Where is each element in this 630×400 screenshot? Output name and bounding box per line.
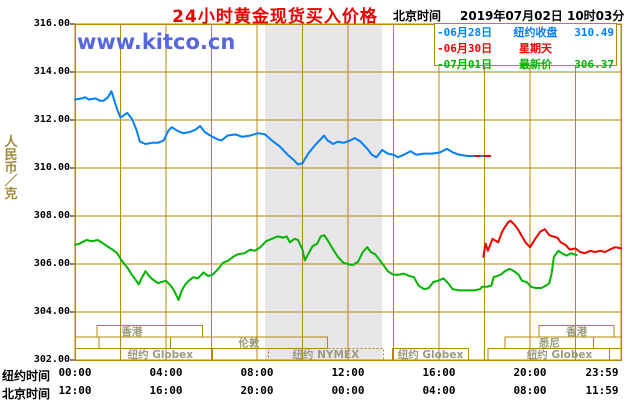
legend-value: 310.49 bbox=[574, 25, 614, 39]
price-line bbox=[74, 90, 477, 166]
y-tick-label: 306.00 bbox=[33, 258, 70, 269]
bj-time-tick: 16:00 bbox=[149, 384, 183, 397]
bj-time-tick: 08:00 bbox=[513, 384, 547, 397]
legend-label: 星期天 bbox=[519, 42, 552, 55]
ny-time-tick: 12:00 bbox=[331, 366, 365, 379]
session-box bbox=[170, 336, 329, 349]
legend-date: -07月01日 bbox=[437, 58, 493, 71]
ny-time-tick: 00:00 bbox=[58, 366, 92, 379]
session-label: 纽约 NYMEX bbox=[292, 348, 359, 361]
bj-time-tick: 04:00 bbox=[422, 384, 456, 397]
current-datetime: 2019年07月02日 10时03分 bbox=[460, 9, 625, 23]
bj-time-row-label: 北京时间 bbox=[2, 387, 51, 400]
ny-time-tick: 20:00 bbox=[513, 366, 547, 379]
session-label: 纽约 Globex bbox=[128, 348, 194, 361]
session-box bbox=[391, 348, 470, 361]
price-line bbox=[482, 219, 622, 258]
legend-label: 纽约收盘 bbox=[513, 26, 558, 39]
legend-box: -06月28日 纽约收盘 310.49 -06月30日 星期天 -07月01日 … bbox=[434, 23, 617, 71]
session-box bbox=[74, 336, 100, 349]
ny-time-tick: 08:00 bbox=[240, 366, 274, 379]
session-label: 悉尼 bbox=[538, 337, 560, 350]
session-box bbox=[74, 348, 214, 361]
session-label: 纽约 Globex bbox=[398, 348, 464, 361]
session-box bbox=[487, 348, 611, 361]
session-box bbox=[96, 325, 203, 338]
legend-date: -06月30日 bbox=[437, 42, 493, 55]
session-label: 伦敦 bbox=[238, 337, 260, 350]
ny-time-tick: 16:00 bbox=[422, 366, 456, 379]
legend-label: 最新价 bbox=[519, 58, 552, 71]
y-tick-label: 308.00 bbox=[33, 210, 70, 221]
y-tick-label: 316.00 bbox=[33, 18, 70, 29]
legend-date: -06月28日 bbox=[437, 26, 493, 39]
session-box bbox=[267, 348, 384, 361]
session-label: 香港 bbox=[565, 325, 587, 338]
ny-time-tick: 23:59 bbox=[585, 366, 619, 379]
page-title: 24小时黄金现货买入价格 bbox=[172, 7, 378, 27]
bj-time-tick: 00:00 bbox=[331, 384, 365, 397]
beijing-time-label: 北京时间 bbox=[393, 9, 442, 23]
nymex-session-band bbox=[264, 24, 383, 360]
bj-time-tick: 20:00 bbox=[240, 384, 274, 397]
price-line bbox=[74, 234, 578, 301]
y-tick-label: 314.00 bbox=[33, 66, 70, 77]
legend-row-monday: -07月01日 最新价 306.37 bbox=[435, 56, 616, 72]
session-box bbox=[593, 336, 622, 349]
legend-row-friday: -06月28日 纽约收盘 310.49 bbox=[435, 24, 616, 40]
y-tick-label: 310.00 bbox=[33, 162, 70, 173]
session-label: 纽约 Globex bbox=[527, 348, 593, 361]
y-axis-unit-label: 人民币／克 bbox=[4, 135, 18, 202]
ny-time-row-label: 纽约时间 bbox=[2, 369, 51, 383]
bj-time-tick: 12:00 bbox=[58, 384, 92, 397]
ny-time-tick: 04:00 bbox=[149, 366, 183, 379]
legend-row-sunday: -06月30日 星期天 bbox=[435, 40, 616, 56]
session-label: 香港 bbox=[120, 325, 142, 338]
y-tick-label: 304.00 bbox=[33, 306, 70, 317]
legend-value: 306.37 bbox=[574, 57, 614, 71]
y-tick-label: 302.00 bbox=[33, 354, 70, 365]
y-tick-label: 312.00 bbox=[33, 114, 70, 125]
bj-time-tick: 11:59 bbox=[585, 384, 619, 397]
kitco-watermark-link[interactable]: www.kitco.cn bbox=[77, 30, 236, 54]
